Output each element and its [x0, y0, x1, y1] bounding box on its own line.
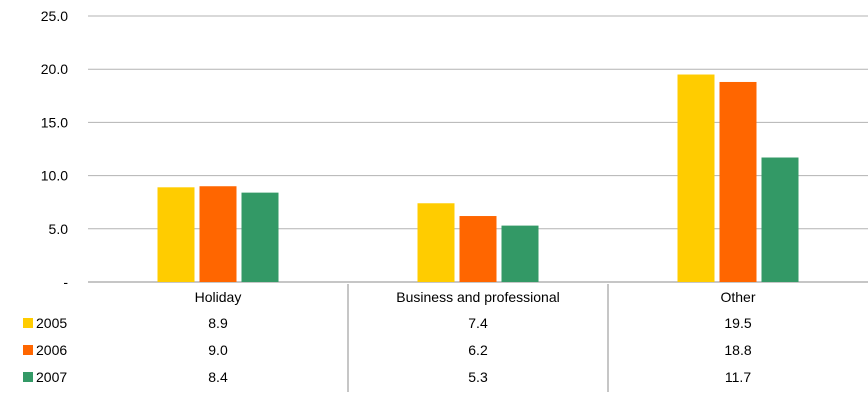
y-tick-label: 5.0: [49, 221, 69, 237]
bar-2005-1: [417, 203, 455, 282]
legend-label: 2007: [36, 369, 67, 385]
table-cell-value: 7.4: [468, 315, 488, 331]
bar-2007-1: [501, 225, 539, 282]
bar-2005-0: [157, 187, 195, 282]
table-cell-value: 8.9: [208, 315, 228, 331]
bar-2007-0: [241, 192, 279, 282]
table-cell-value: 8.4: [208, 369, 228, 385]
table-cell-value: 18.8: [724, 342, 751, 358]
category-label: Other: [720, 289, 755, 305]
category-label: Holiday: [195, 289, 242, 305]
legend-swatch-2005: [23, 318, 33, 328]
bar-2006-0: [199, 186, 237, 282]
table-cell-value: 11.7: [725, 369, 751, 385]
bar-2006-1: [459, 216, 497, 282]
y-tick-label: 25.0: [41, 8, 68, 24]
y-tick-label: 15.0: [41, 114, 68, 130]
y-tick-label: 10.0: [41, 168, 68, 184]
bar-2005-2: [677, 74, 715, 283]
legend-label: 2006: [36, 342, 67, 358]
legend-swatch-2007: [23, 372, 33, 382]
table-cell-value: 9.0: [208, 342, 228, 358]
table-cell-value: 6.2: [468, 342, 488, 358]
category-label: Business and professional: [396, 289, 559, 305]
table-cell-value: 5.3: [468, 369, 488, 385]
table-cell-value: 19.5: [724, 315, 751, 331]
bar-2006-2: [719, 81, 757, 282]
y-tick-label: 20.0: [41, 61, 68, 77]
legend-swatch-2006: [23, 345, 33, 355]
y-tick-label: -: [63, 274, 68, 290]
legend-label: 2005: [36, 315, 67, 331]
bar-2007-2: [761, 157, 799, 282]
